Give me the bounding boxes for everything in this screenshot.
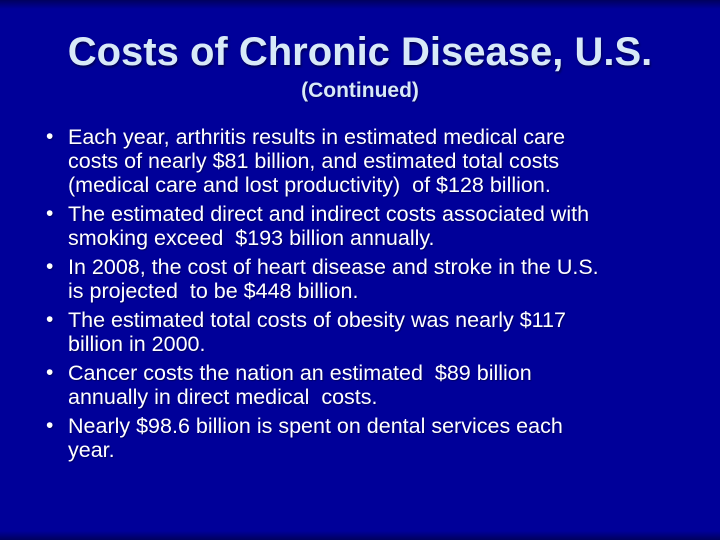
bullet-line: costs of nearly $81 billion, and estimat… [68, 149, 560, 173]
bullet-icon: • [46, 255, 54, 278]
bullet-text: In 2008, the cost of heart disease and s… [68, 255, 684, 303]
bullet-icon: • [46, 308, 54, 331]
bullet-icon: • [46, 125, 54, 148]
bullet-line: is projected to be $448 billion. [68, 279, 359, 303]
bullet-text: Cancer costs the nation an estimated $89… [68, 361, 684, 409]
slide-title: Costs of Chronic Disease, U.S. [67, 30, 653, 74]
bullet-text: Nearly $98.6 billion is spent on dental … [68, 414, 684, 462]
title-block: Costs of Chronic Disease, U.S. (Continue… [0, 0, 720, 104]
bullet-item: • Each year, arthritis results in estima… [46, 125, 684, 197]
bullet-line: year. [68, 438, 115, 462]
bullet-icon: • [46, 361, 54, 384]
bullet-line: annually in direct medical costs. [68, 385, 378, 409]
bullet-list: • Each year, arthritis results in estima… [0, 125, 720, 462]
bullet-line: smoking exceed $193 billion annually. [68, 226, 435, 250]
bullet-item: • Cancer costs the nation an estimated $… [46, 361, 684, 409]
bullet-line: The estimated direct and indirect costs … [68, 202, 590, 226]
bullet-line: In 2008, the cost of heart disease and s… [68, 255, 599, 279]
bullet-icon: • [46, 202, 54, 225]
bullet-item: • The estimated direct and indirect cost… [46, 202, 684, 250]
bullet-line: Cancer costs the nation an estimated $89… [68, 361, 532, 385]
bullet-item: • Nearly $98.6 billion is spent on denta… [46, 414, 684, 462]
bullet-text: The estimated total costs of obesity was… [68, 308, 684, 356]
bullet-item: • The estimated total costs of obesity w… [46, 308, 684, 356]
bullet-line: billion in 2000. [68, 332, 206, 356]
bullet-line: Nearly $98.6 billion is spent on dental … [68, 414, 563, 438]
bullet-line: Each year, arthritis results in estimate… [68, 125, 566, 149]
bullet-text: The estimated direct and indirect costs … [68, 202, 684, 250]
bullet-text: Each year, arthritis results in estimate… [68, 125, 684, 197]
bullet-item: • In 2008, the cost of heart disease and… [46, 255, 684, 303]
bullet-line: The estimated total costs of obesity was… [68, 308, 566, 332]
slide-subtitle: (Continued) [301, 79, 419, 102]
bullet-line: (medical care and lost productivity) of … [68, 173, 551, 197]
bullet-icon: • [46, 414, 54, 437]
